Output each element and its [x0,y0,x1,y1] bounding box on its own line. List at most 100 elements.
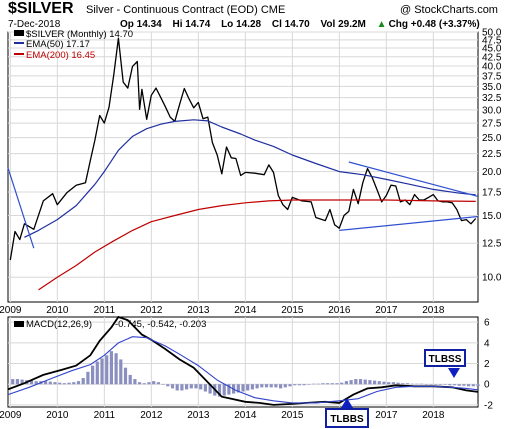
legend-swatch-price [14,30,24,36]
macd-histogram-bar [227,384,231,395]
price-x-tick-label: 2017 [375,305,398,316]
macd-histogram-bar [208,384,212,394]
change-value: Chg +0.48 (+3.37%) [388,19,480,30]
macd-histogram-bar [241,384,245,392]
change-arrow-icon: ▲ [376,19,387,30]
macd-histogram-bar [279,384,283,389]
macd-histogram-bar [91,365,95,385]
macd-histogram-bar [76,381,81,385]
macd-histogram-bar [175,384,179,391]
price-y-tick-label: 37.5 [482,71,502,82]
macd-histogram-bar [142,383,146,385]
trendline-left [7,167,35,249]
chart-subtitle: Silver - Continuous Contract (EOD) CME [86,4,285,16]
macd-histogram-bar [452,384,457,386]
macd-histogram-bar [264,384,269,388]
macd-y-axis: -2 0 2 4 6 [484,318,493,412]
legend-ema200: EMA(200) 16.45 [26,50,95,61]
macd-histogram-bar [297,384,301,386]
macd-y-tick-label: 2 [484,359,490,370]
legend-swatch-ema50 [14,42,24,44]
macd-histogram-bar [335,383,339,385]
price-x-tick-label: 2018 [422,305,445,316]
macd-histogram-bar [377,381,381,385]
macd-histogram-bar [260,384,264,388]
macd-x-tick-label: 2015 [281,410,304,421]
macd-histogram-bar [340,382,344,385]
tlbss-box [424,349,466,367]
price-grid [8,31,478,302]
macd-x-tick-label: 2018 [422,410,445,421]
macd-histogram-bar [203,384,207,392]
price-legend: $SILVER (Monthly) 14.70 EMA(50) 17.17 EM… [14,29,133,61]
macd-series-group [7,315,480,406]
macd-histogram-bar [147,382,151,385]
macd-histogram-bar [368,380,372,385]
macd-histogram-bar [467,384,471,387]
trendline-lower [339,215,479,231]
low-value: Lo 14.28 [221,19,262,30]
macd-histogram-bar [105,355,109,385]
macd-histogram-bar [180,384,184,391]
macd-histogram-bar [119,359,123,385]
price-y-tick-label: 17.5 [482,187,502,198]
macd-histogram-bar [344,381,348,385]
macd-histogram-bar [58,382,62,385]
price-y-tick-label: 25.0 [482,133,502,144]
macd-histogram-bar [62,383,66,385]
macd-histogram-bar [152,381,156,385]
exchange-text: CME [260,4,286,16]
tlbbs-annotation: TLBBS [325,398,369,428]
price-x-tick-label: 2011 [94,305,116,316]
macd-histogram-bar [316,383,320,385]
macd-histogram-bar [95,361,99,385]
macd-panel [7,316,479,408]
tlbss-arrow-icon [448,368,460,378]
price-y-tick-label: 15.0 [482,211,502,222]
macd-histogram-bar [283,384,287,388]
price-x-tick-label: 2009 [0,305,22,316]
legend-swatch-ema200 [14,53,24,55]
close-value: Cl 14.70 [271,19,310,30]
macd-histogram-bar [236,384,240,393]
macd-histogram-bar [250,384,254,390]
macd-histogram-bar [326,383,330,385]
macd-legend: MACD(12,26,9) -0.745, -0.542, -0.203 [14,319,206,330]
legend-swatch-macd [14,321,24,327]
price-x-tick-label: 2013 [187,305,210,316]
macd-histogram-bar [330,383,334,385]
price-y-tick-label: 10.0 [482,273,502,284]
price-y-tick-label: 20.0 [482,167,502,178]
macd-histogram-bar [405,383,410,385]
tlbss-annotation: TLBSS [424,349,466,378]
macd-histogram-bar [217,384,222,397]
macd-y-tick-label: 6 [484,318,490,329]
price-panel [7,31,479,303]
ohlc-row: Op 14.34 Hi 14.74 Lo 14.28 Cl 14.70 Vol … [120,19,488,30]
macd-histogram-bar [246,384,250,391]
macd-histogram-bar [354,379,358,385]
macd-histogram-bar [429,384,433,385]
price-y-tick-label: 47.5 [482,35,502,46]
symbol-title: $SILVER [8,0,74,17]
macd-x-tick-label: 2017 [375,410,398,421]
macd-histogram-bar [100,358,104,385]
price-x-axis: 2009 2010 2011 2012 2013 2014 2015 2016 2017 2018 [0,305,445,316]
macd-histogram-bar [293,384,297,386]
macd-histogram-bar [138,382,142,385]
macd-histogram-bar [471,384,475,387]
tlbbs-label: TLBBS [330,414,364,425]
macd-x-tick-label: 2014 [234,410,257,421]
macd-histogram-bar [81,378,85,385]
price-x-tick-label: 2012 [140,305,163,316]
macd-histogram-bar [476,384,480,387]
legend-ema50: EMA(50) 17.17 [26,39,90,50]
brand-credit[interactable]: @ StockCharts.com [400,4,498,16]
macd-histogram-bar [128,374,132,385]
macd-line [7,315,479,406]
macd-histogram-bar [420,383,424,385]
price-y-axis: 10.0 12.5 15.0 17.5 20.0 22.5 25.0 27.5 30.032.5… [482,28,502,284]
price-y-tick-label: 35.0 [482,82,502,93]
price-series-group [7,37,479,291]
ema50-line [24,119,476,238]
